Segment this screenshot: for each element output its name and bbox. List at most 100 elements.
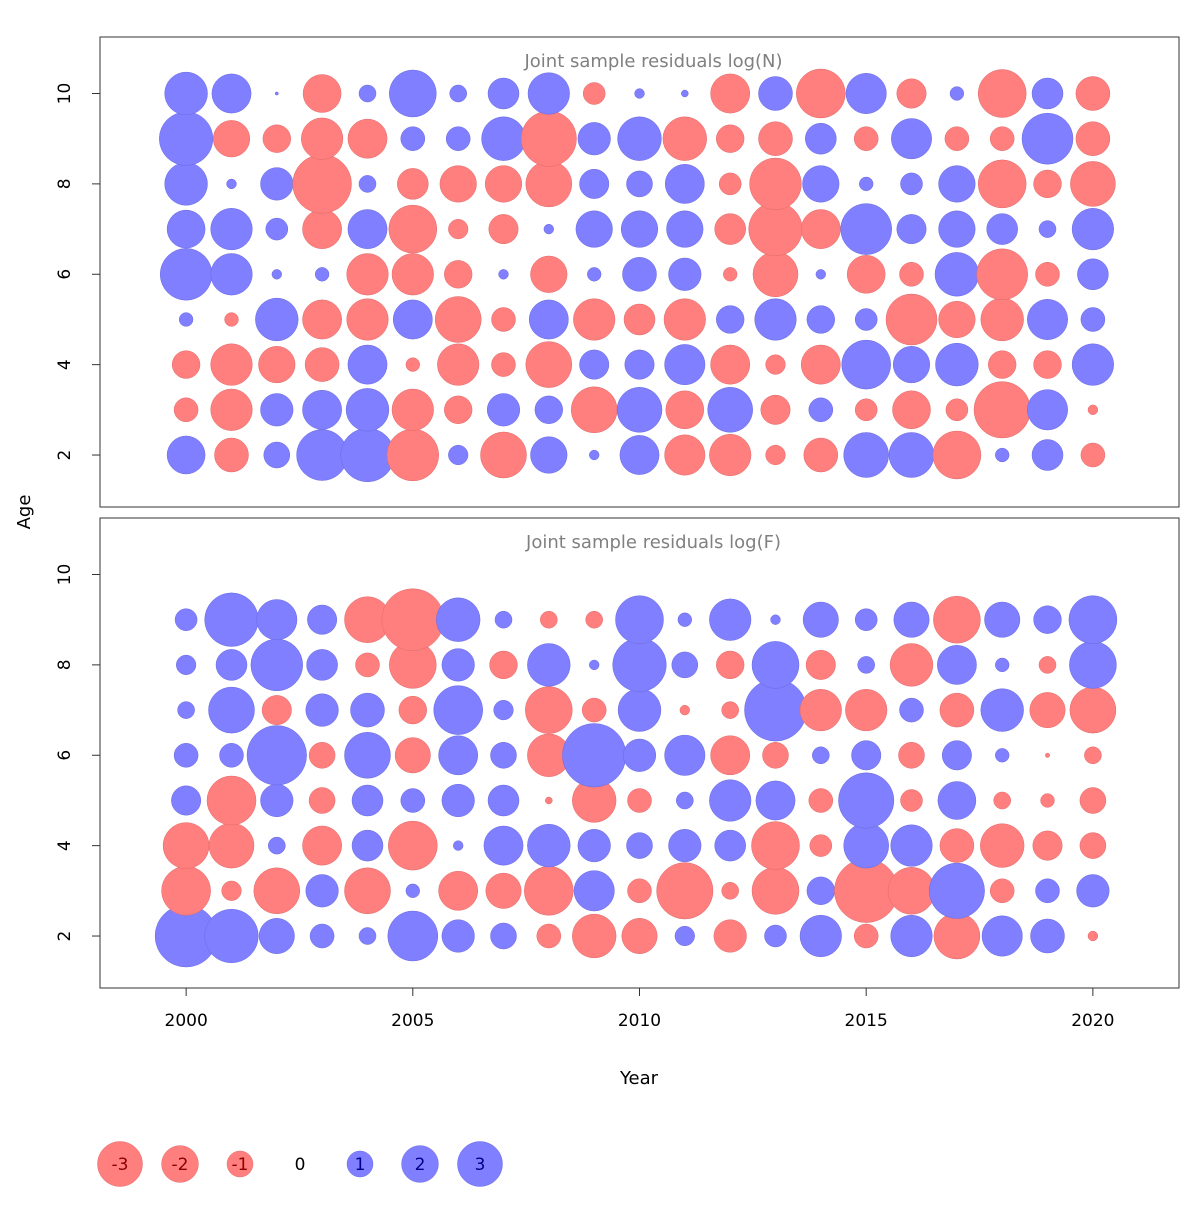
residual-bubble	[989, 126, 1015, 151]
panel-title: Joint sample residuals log(N)	[523, 51, 782, 72]
residual-bubble	[582, 82, 606, 105]
residual-bubble	[843, 822, 889, 869]
residual-bubble	[488, 214, 519, 245]
residual-bubble	[344, 732, 391, 779]
y-tick-label: 10	[55, 564, 75, 586]
legend-item: 0	[295, 1155, 306, 1175]
residual-bubble	[174, 608, 198, 631]
residual-bubble	[845, 689, 888, 732]
residual-bubble	[626, 170, 653, 198]
residual-bubble	[388, 820, 438, 871]
residual-bubble	[448, 444, 469, 466]
residual-bubble	[171, 350, 201, 379]
residual-bubble	[803, 437, 839, 473]
residual-bubble	[989, 878, 1015, 904]
y-tick-label: 4	[55, 359, 75, 370]
residual-bubble	[262, 124, 291, 153]
residual-bubble	[939, 692, 975, 728]
residual-bubble	[755, 780, 796, 821]
residual-bubble	[448, 219, 469, 240]
residual-bubble	[206, 775, 257, 826]
residual-bubble	[211, 73, 252, 114]
residual-bubble	[260, 393, 294, 427]
residual-bubble	[714, 213, 746, 245]
residual-bubble	[226, 178, 237, 190]
residual-bubble	[721, 701, 739, 719]
y-tick-label: 8	[55, 659, 75, 670]
residual-bubble	[487, 784, 520, 817]
residual-bubble	[214, 437, 249, 473]
residual-bubble	[716, 305, 745, 334]
residual-bubble	[308, 787, 336, 814]
residual-bubble	[527, 823, 571, 868]
legend-swatch	[226, 1150, 254, 1178]
residual-bubble	[525, 341, 573, 388]
residual-bubble	[261, 695, 292, 726]
residual-bubble	[494, 610, 513, 629]
residual-bubble	[1087, 404, 1099, 415]
residual-bubble	[899, 262, 924, 287]
residual-bubble	[347, 209, 388, 249]
residual-bubble	[799, 689, 842, 732]
residual-bubble	[840, 203, 892, 255]
residual-bubble	[536, 923, 562, 949]
residual-bubble	[977, 69, 1027, 118]
residual-bubble	[389, 69, 437, 118]
residual-bubble	[710, 73, 751, 114]
y-tick-label: 6	[55, 750, 75, 761]
residual-bubble	[224, 312, 239, 327]
residual-bubble	[1079, 787, 1107, 814]
residual-bubble	[851, 740, 882, 771]
legend-label: 0	[295, 1155, 306, 1175]
residual-bubble	[805, 122, 837, 155]
residual-bubble	[1030, 918, 1065, 954]
residual-bubble	[622, 738, 657, 772]
residual-bubble	[845, 73, 887, 114]
residual-bubble	[758, 76, 793, 111]
residual-bubble	[806, 305, 835, 334]
residual-bubble	[543, 223, 554, 235]
residual-bubble	[255, 297, 299, 342]
residual-bubble	[621, 918, 658, 954]
residual-bubble	[358, 175, 377, 193]
residual-bubble	[984, 601, 1021, 638]
residual-bubble	[1069, 641, 1117, 689]
residual-bubble	[663, 298, 706, 341]
legend-item: 1	[346, 1150, 374, 1178]
legend-item: -1	[226, 1150, 254, 1178]
residual-bubble	[579, 168, 610, 199]
residual-bubble	[1033, 605, 1062, 634]
residual-bubble	[627, 878, 652, 904]
residual-bubble	[1084, 746, 1102, 765]
residual-bubble	[265, 217, 289, 241]
residual-bubble	[392, 299, 433, 340]
residual-bubble	[173, 397, 199, 423]
legend-swatch	[161, 1145, 199, 1183]
residual-bubble	[308, 742, 336, 769]
residual-bubble	[977, 159, 1027, 209]
residual-bubble	[808, 788, 834, 813]
residual-bubble	[1035, 262, 1060, 287]
residual-bubble	[616, 387, 663, 433]
residual-bubble	[256, 599, 298, 641]
residual-bubble	[545, 796, 553, 805]
residual-bubble	[589, 659, 600, 671]
residual-bubble	[486, 393, 521, 427]
residual-bubble	[900, 789, 923, 812]
residual-bubble	[444, 260, 473, 289]
residual-bubble	[498, 269, 509, 280]
residual-bubble	[896, 214, 927, 245]
x-tick-label: 2020	[1071, 1011, 1114, 1031]
residual-bubble	[439, 165, 477, 203]
residual-bubble	[754, 298, 797, 341]
residual-bubble	[208, 822, 255, 869]
residual-bubble	[444, 395, 473, 424]
residual-bubble	[345, 388, 390, 432]
residual-bubble	[441, 783, 475, 818]
residual-bubble	[941, 740, 972, 771]
residual-bubble	[302, 74, 342, 113]
residual-bubble	[854, 308, 878, 331]
residual-bubble	[934, 252, 980, 297]
residual-bubble	[491, 352, 516, 377]
residual-bubble	[892, 346, 931, 384]
